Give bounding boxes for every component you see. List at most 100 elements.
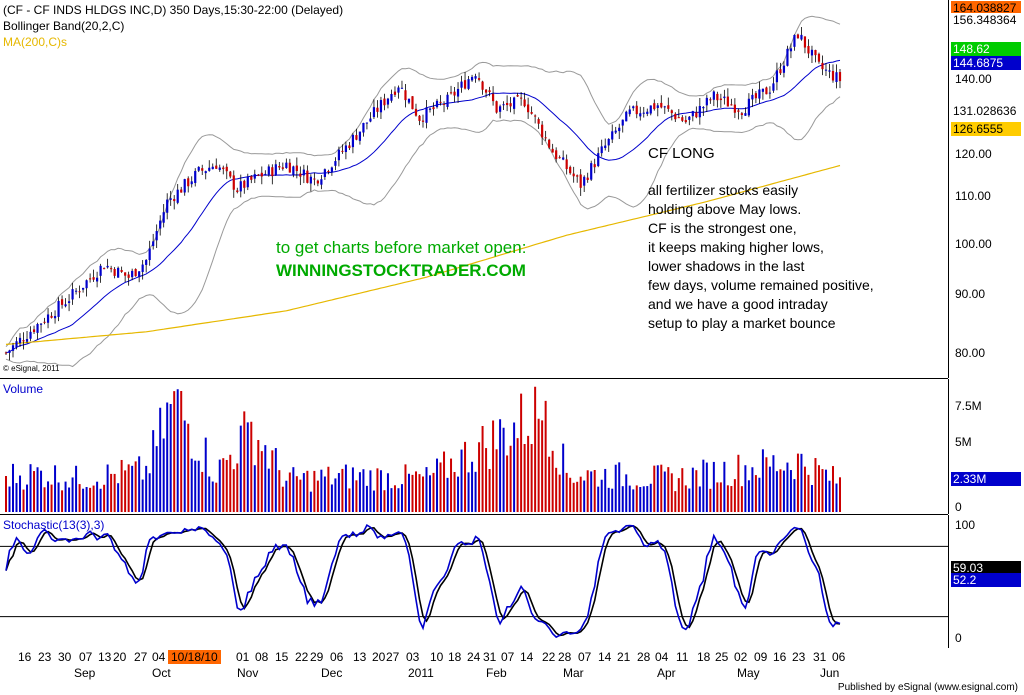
month-label: Feb — [486, 666, 507, 680]
stochastic-panel[interactable]: Stochastic(13(3),3) — [0, 515, 948, 649]
candle-body — [404, 90, 407, 101]
bollinger-label: Bollinger Band(20,2,C) — [3, 19, 125, 33]
month-label: Apr — [657, 666, 676, 680]
candle-body — [414, 108, 418, 116]
candle-body — [32, 329, 36, 333]
date-tick: 06 — [330, 650, 344, 664]
candle-body — [831, 70, 835, 81]
price-tick: 80.00 — [955, 346, 986, 360]
volume-title: Volume — [3, 382, 44, 396]
price-chart[interactable] — [0, 0, 948, 378]
candle-body — [709, 99, 712, 101]
candle-body — [691, 111, 694, 117]
candle-body — [821, 62, 824, 70]
date-tick: 31 — [813, 650, 827, 664]
stochastic-d-line — [5, 524, 841, 637]
candle-body — [323, 169, 326, 177]
month-label: May — [737, 666, 760, 680]
date-tick: 20 — [113, 650, 127, 664]
candle-body — [621, 119, 624, 126]
candle-body — [393, 91, 397, 95]
candle-body — [421, 120, 425, 122]
candle-body — [583, 176, 586, 186]
candle-body — [92, 277, 95, 280]
candle-body — [828, 70, 831, 72]
price-tag-upper-band: 156.348364 — [951, 13, 1021, 27]
candle-body — [201, 168, 204, 171]
candle-body — [351, 134, 355, 148]
candle-body — [162, 212, 165, 223]
candle-body — [50, 315, 53, 318]
candle-body — [141, 264, 144, 272]
volume-axis: 7.5M 5M 0 2.33M — [948, 379, 1024, 514]
date-tick: 06 — [832, 650, 846, 664]
month-label: 2011 — [408, 666, 434, 680]
candle-body — [495, 101, 498, 113]
candle-body — [134, 269, 137, 277]
date-tick: 14 — [598, 650, 612, 664]
price-tick: 90.00 — [955, 287, 986, 301]
candle-body — [716, 93, 719, 101]
candle-body — [425, 107, 428, 123]
candle-body — [120, 269, 123, 272]
candle-body — [383, 98, 386, 106]
stochastic-chart[interactable] — [0, 515, 948, 648]
candle-body — [239, 181, 242, 192]
volume-tick: 7.5M — [955, 399, 982, 413]
candle-body — [390, 94, 393, 101]
candle-body — [604, 145, 607, 149]
date-tick: 29 — [310, 650, 324, 664]
candle-body — [407, 98, 411, 103]
candle-body — [103, 268, 106, 270]
date-tick: 07 — [79, 650, 93, 664]
price-tick: 120.00 — [955, 147, 992, 161]
candle-body — [131, 270, 134, 278]
candle-body — [516, 95, 519, 97]
candle-body — [8, 350, 11, 353]
stochastic-last-d: 59.03 — [951, 561, 1021, 575]
date-tick: 08 — [255, 650, 269, 664]
volume-chart[interactable] — [0, 379, 948, 514]
stochastic-last-k: 52.2 — [951, 573, 1021, 587]
candle-body — [607, 139, 610, 146]
candle-body — [85, 280, 88, 289]
candle-body — [817, 53, 821, 62]
candle-body — [681, 117, 684, 121]
price-panel[interactable]: (CF - CF INDS HLDGS INC,D) 350 Days,15:3… — [0, 0, 948, 379]
price-axis: 80.00 90.00 100.00 110.00 120.00 140.00 … — [948, 0, 1024, 378]
candle-body — [187, 178, 190, 187]
candle-body — [369, 118, 372, 122]
date-tick: 16 — [773, 650, 787, 664]
candle-body — [579, 174, 582, 188]
candle-body — [341, 150, 344, 152]
candle-body — [491, 93, 495, 102]
candle-body — [274, 164, 277, 176]
candle-body — [173, 198, 176, 202]
candle-body — [653, 103, 656, 110]
candle-body — [53, 316, 57, 319]
candle-body — [646, 111, 649, 114]
volume-tick: 0 — [955, 500, 962, 514]
candle-body — [775, 70, 779, 83]
candle-body — [397, 87, 400, 93]
month-label: Dec — [321, 666, 343, 680]
candle-body — [474, 76, 477, 79]
volume-panel[interactable]: Volume — [0, 379, 948, 515]
date-tick: 22 — [295, 650, 309, 664]
ma20-line — [5, 59, 841, 354]
candle-body — [22, 340, 25, 342]
candle-body — [576, 175, 579, 177]
candle-body — [64, 304, 67, 307]
candle-body — [733, 104, 736, 113]
candle-body — [660, 102, 663, 108]
month-label: Nov — [237, 666, 259, 680]
candle-body — [99, 265, 102, 276]
candle-body — [740, 113, 743, 115]
month-label: Sep — [74, 666, 96, 680]
candle-body — [520, 97, 523, 99]
candle-body — [379, 100, 383, 113]
note-line: and we have a good intraday — [648, 296, 828, 312]
candle-body — [460, 81, 463, 88]
candle-body — [281, 167, 284, 169]
date-tick: 21 — [617, 650, 631, 664]
